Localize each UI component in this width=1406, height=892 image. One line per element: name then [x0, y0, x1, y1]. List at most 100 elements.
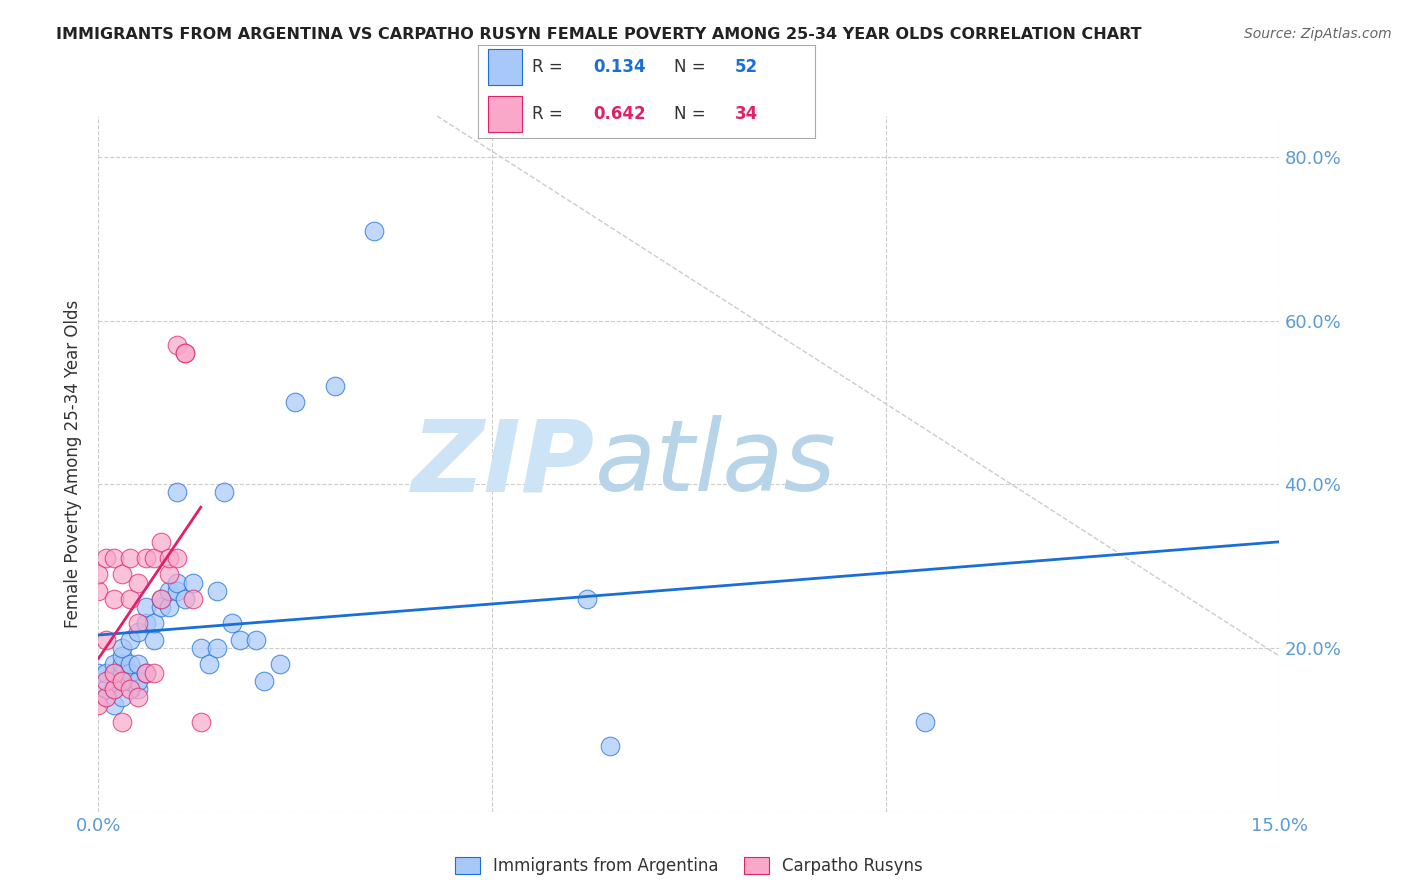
- Text: N =: N =: [673, 105, 710, 123]
- Point: [157, 567, 180, 582]
- Text: R =: R =: [531, 58, 568, 76]
- Point: [150, 591, 173, 606]
- Point: [150, 591, 173, 606]
- Point: [214, 485, 236, 500]
- Point: [103, 681, 125, 696]
- Point: [118, 657, 141, 672]
- Point: [96, 690, 118, 705]
- Point: [135, 551, 157, 566]
- Text: ZIP: ZIP: [412, 416, 595, 512]
- Point: [111, 714, 134, 729]
- Point: [87, 583, 110, 598]
- Point: [135, 600, 157, 615]
- Point: [190, 714, 212, 729]
- Point: [103, 665, 125, 680]
- Point: [103, 698, 125, 713]
- Point: [914, 714, 936, 729]
- Point: [111, 673, 134, 688]
- Point: [111, 640, 134, 655]
- Point: [135, 665, 157, 680]
- Point: [142, 632, 165, 647]
- FancyBboxPatch shape: [488, 96, 522, 132]
- Point: [103, 591, 125, 606]
- Point: [118, 632, 141, 647]
- Point: [363, 223, 385, 237]
- Point: [111, 690, 134, 705]
- Point: [96, 632, 118, 647]
- Text: 52: 52: [734, 58, 758, 76]
- Point: [284, 395, 307, 409]
- Point: [142, 616, 165, 631]
- Point: [96, 673, 118, 688]
- Point: [87, 698, 110, 713]
- Point: [142, 551, 165, 566]
- Text: IMMIGRANTS FROM ARGENTINA VS CARPATHO RUSYN FEMALE POVERTY AMONG 25-34 YEAR OLDS: IMMIGRANTS FROM ARGENTINA VS CARPATHO RU…: [56, 27, 1142, 42]
- Text: Source: ZipAtlas.com: Source: ZipAtlas.com: [1244, 27, 1392, 41]
- Point: [181, 575, 204, 590]
- Point: [103, 551, 125, 566]
- Point: [127, 657, 149, 672]
- Point: [245, 632, 267, 647]
- Point: [142, 665, 165, 680]
- Point: [166, 338, 188, 352]
- FancyBboxPatch shape: [488, 49, 522, 85]
- Point: [174, 591, 197, 606]
- Point: [127, 575, 149, 590]
- Point: [253, 673, 276, 688]
- Point: [127, 681, 149, 696]
- Point: [127, 673, 149, 688]
- Point: [111, 567, 134, 582]
- Point: [166, 575, 188, 590]
- Point: [166, 551, 188, 566]
- Point: [181, 591, 204, 606]
- Point: [166, 485, 188, 500]
- Point: [229, 632, 252, 647]
- Point: [87, 665, 110, 680]
- Point: [87, 567, 110, 582]
- Point: [205, 640, 228, 655]
- Point: [103, 681, 125, 696]
- Point: [118, 591, 141, 606]
- Point: [96, 681, 118, 696]
- Text: R =: R =: [531, 105, 568, 123]
- Point: [127, 616, 149, 631]
- Point: [150, 600, 173, 615]
- Point: [269, 657, 291, 672]
- Point: [575, 591, 598, 606]
- Text: N =: N =: [673, 58, 710, 76]
- Point: [157, 583, 180, 598]
- Point: [323, 379, 346, 393]
- Point: [96, 690, 118, 705]
- Text: atlas: atlas: [595, 416, 837, 512]
- Point: [111, 665, 134, 680]
- Point: [118, 681, 141, 696]
- Point: [118, 551, 141, 566]
- Point: [103, 657, 125, 672]
- Point: [205, 583, 228, 598]
- Text: 0.642: 0.642: [593, 105, 645, 123]
- Point: [157, 551, 180, 566]
- Point: [118, 665, 141, 680]
- Point: [118, 673, 141, 688]
- Point: [174, 346, 197, 360]
- Point: [127, 690, 149, 705]
- Point: [190, 640, 212, 655]
- Point: [135, 616, 157, 631]
- Point: [96, 551, 118, 566]
- Point: [111, 649, 134, 664]
- Point: [599, 739, 621, 754]
- Point: [111, 657, 134, 672]
- Point: [111, 673, 134, 688]
- Text: 34: 34: [734, 105, 758, 123]
- Text: 0.134: 0.134: [593, 58, 645, 76]
- Point: [127, 624, 149, 639]
- Point: [150, 534, 173, 549]
- Point: [166, 583, 188, 598]
- Legend: Immigrants from Argentina, Carpatho Rusyns: Immigrants from Argentina, Carpatho Rusy…: [447, 848, 931, 883]
- Point: [197, 657, 219, 672]
- Point: [135, 665, 157, 680]
- Y-axis label: Female Poverty Among 25-34 Year Olds: Female Poverty Among 25-34 Year Olds: [65, 300, 83, 628]
- Point: [96, 665, 118, 680]
- Point: [174, 346, 197, 360]
- Point: [103, 665, 125, 680]
